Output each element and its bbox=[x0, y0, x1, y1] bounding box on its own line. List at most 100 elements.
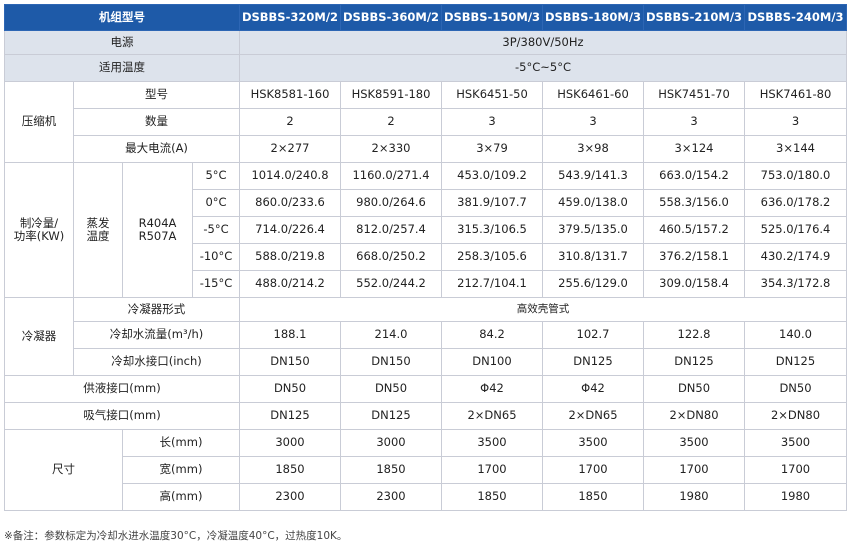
model-header: DSBBS-150M/3 bbox=[441, 4, 543, 31]
table-cell: DN125 bbox=[239, 402, 341, 430]
table-cell: DN150 bbox=[239, 348, 341, 376]
model-header-label: 机组型号 bbox=[4, 4, 240, 31]
table-cell: 255.6/129.0 bbox=[542, 270, 644, 298]
table-cell: 543.9/141.3 bbox=[542, 162, 644, 190]
evap-temp-cell: 0°C bbox=[192, 189, 240, 217]
table-cell: 212.7/104.1 bbox=[441, 270, 543, 298]
power-value: 3P/380V/50Hz bbox=[239, 30, 847, 55]
table-cell: 2×DN80 bbox=[744, 402, 847, 430]
compressor-current-label: 最大电流(A) bbox=[73, 135, 240, 163]
table-cell: 3500 bbox=[643, 429, 745, 457]
evap-temp-cell: -15°C bbox=[192, 270, 240, 298]
table-cell: 3500 bbox=[542, 429, 644, 457]
table-cell: 2×DN65 bbox=[441, 402, 543, 430]
compressor-qty-row: 数量 2 2 3 3 3 3 bbox=[5, 108, 847, 136]
size-length-row: 尺寸 长(mm) 3000 3000 3500 3500 3500 3500 bbox=[4, 429, 847, 511]
table-cell: 3×144 bbox=[744, 135, 847, 163]
table-cell: DN125 bbox=[744, 348, 847, 376]
compressor-current-row: 最大电流(A) 2×277 2×330 3×79 3×98 3×124 3×14… bbox=[5, 135, 847, 163]
table-cell: 3×124 bbox=[643, 135, 745, 163]
table-cell: 2 bbox=[340, 108, 442, 136]
condenser-group-label: 冷凝器 bbox=[4, 297, 74, 376]
table-cell: HSK6451-50 bbox=[441, 81, 543, 109]
table-cell: 354.3/172.8 bbox=[744, 270, 847, 298]
table-header-row: 机组型号 DSBBS-320M/2 DSBBS-360M/2 DSBBS-150… bbox=[4, 4, 847, 31]
table-cell: 3000 bbox=[340, 429, 442, 457]
table-cell: 812.0/257.4 bbox=[340, 216, 442, 244]
table-cell: 376.2/158.1 bbox=[643, 243, 745, 271]
size-height-row: 高(mm) 2300 2300 1850 1850 1980 1980 bbox=[5, 483, 847, 511]
table-cell: 1700 bbox=[643, 456, 745, 484]
table-cell: 1980 bbox=[744, 483, 847, 511]
table-cell: 3 bbox=[744, 108, 847, 136]
table-cell: 488.0/214.2 bbox=[239, 270, 341, 298]
table-cell: 1160.0/271.4 bbox=[340, 162, 442, 190]
table-cell: 552.0/244.2 bbox=[340, 270, 442, 298]
condenser-flow-row: 冷却水流量(m³/h) 188.1 214.0 84.2 102.7 122.8… bbox=[5, 321, 847, 349]
table-cell: 1850 bbox=[542, 483, 644, 511]
table-cell: 1850 bbox=[239, 456, 341, 484]
evap-temp-cell: -5°C bbox=[192, 216, 240, 244]
table-cell: 122.8 bbox=[643, 321, 745, 349]
table-cell: 315.3/106.5 bbox=[441, 216, 543, 244]
table-cell: 588.0/219.8 bbox=[239, 243, 341, 271]
suction-port-row: 吸气接口(mm) DN125 DN125 2×DN65 2×DN65 2×DN8… bbox=[4, 402, 847, 430]
table-cell: 2×DN80 bbox=[643, 402, 745, 430]
model-header: DSBBS-360M/2 bbox=[340, 4, 442, 31]
table-cell: 2×DN65 bbox=[542, 402, 644, 430]
compressor-model-label: 型号 bbox=[73, 81, 240, 109]
temp-range-label: 适用温度 bbox=[4, 54, 240, 82]
table-cell: 2×330 bbox=[340, 135, 442, 163]
condenser-flow-label: 冷却水流量(m³/h) bbox=[73, 321, 240, 349]
table-cell: 2 bbox=[239, 108, 341, 136]
condenser-form-row: 冷凝器 冷凝器形式 高效壳管式 bbox=[4, 297, 847, 376]
temp-range-value: -5°C~5°C bbox=[239, 54, 847, 82]
compressor-group-label: 压缩机 bbox=[4, 81, 74, 163]
table-cell: DN125 bbox=[643, 348, 745, 376]
power-row: 电源 3P/380V/50Hz bbox=[4, 30, 847, 55]
table-cell: 214.0 bbox=[340, 321, 442, 349]
table-cell: HSK6461-60 bbox=[542, 81, 644, 109]
table-cell: HSK7461-80 bbox=[744, 81, 847, 109]
table-cell: HSK8581-160 bbox=[239, 81, 341, 109]
table-cell: DN50 bbox=[239, 375, 341, 403]
cooling-row: -5°C 714.0/226.4 812.0/257.4 315.3/106.5… bbox=[5, 216, 847, 244]
power-label: 电源 bbox=[4, 30, 240, 55]
table-cell: DN50 bbox=[340, 375, 442, 403]
table-cell: 1700 bbox=[441, 456, 543, 484]
cooling-row: 0°C 860.0/233.6 980.0/264.6 381.9/107.7 … bbox=[5, 189, 847, 217]
table-cell: 309.0/158.4 bbox=[643, 270, 745, 298]
table-cell: 1700 bbox=[542, 456, 644, 484]
table-cell: 3×79 bbox=[441, 135, 543, 163]
cooling-row: -10°C 588.0/219.8 668.0/250.2 258.3/105.… bbox=[5, 243, 847, 271]
table-cell: 525.0/176.4 bbox=[744, 216, 847, 244]
condenser-form-label: 冷凝器形式 bbox=[73, 297, 240, 322]
table-cell: 1980 bbox=[643, 483, 745, 511]
condenser-port-row: 冷却水接口(inch) DN150 DN150 DN100 DN125 DN12… bbox=[5, 348, 847, 376]
table-cell: HSK7451-70 bbox=[643, 81, 745, 109]
table-cell: 980.0/264.6 bbox=[340, 189, 442, 217]
supply-port-row: 供液接口(mm) DN50 DN50 Φ42 Φ42 DN50 DN50 bbox=[4, 375, 847, 403]
table-cell: 460.5/157.2 bbox=[643, 216, 745, 244]
table-cell: 3500 bbox=[441, 429, 543, 457]
refrigerant-label: R404A R507A bbox=[122, 162, 193, 298]
table-cell: HSK8591-180 bbox=[340, 81, 442, 109]
size-group-label: 尺寸 bbox=[4, 429, 123, 511]
suction-port-label: 吸气接口(mm) bbox=[4, 402, 240, 430]
size-length-label: 长(mm) bbox=[122, 429, 240, 457]
evaporation-temp-label: 蒸发 温度 bbox=[73, 162, 123, 298]
table-cell: DN50 bbox=[744, 375, 847, 403]
size-width-row: 宽(mm) 1850 1850 1700 1700 1700 1700 bbox=[5, 456, 847, 484]
table-cell: 668.0/250.2 bbox=[340, 243, 442, 271]
table-cell: 1850 bbox=[340, 456, 442, 484]
table-cell: 2×277 bbox=[239, 135, 341, 163]
table-cell: 2300 bbox=[239, 483, 341, 511]
table-cell: DN125 bbox=[340, 402, 442, 430]
table-cell: DN125 bbox=[542, 348, 644, 376]
table-cell: DN150 bbox=[340, 348, 442, 376]
cooling-row: -15°C 488.0/214.2 552.0/244.2 212.7/104.… bbox=[5, 270, 847, 298]
cooling-row: 制冷量/ 功率(KW) 蒸发 温度 R404A R507A 5°C 1014.0… bbox=[4, 162, 847, 298]
condenser-form-value: 高效壳管式 bbox=[239, 297, 847, 322]
model-header: DSBBS-180M/3 bbox=[542, 4, 644, 31]
table-cell: 381.9/107.7 bbox=[441, 189, 543, 217]
